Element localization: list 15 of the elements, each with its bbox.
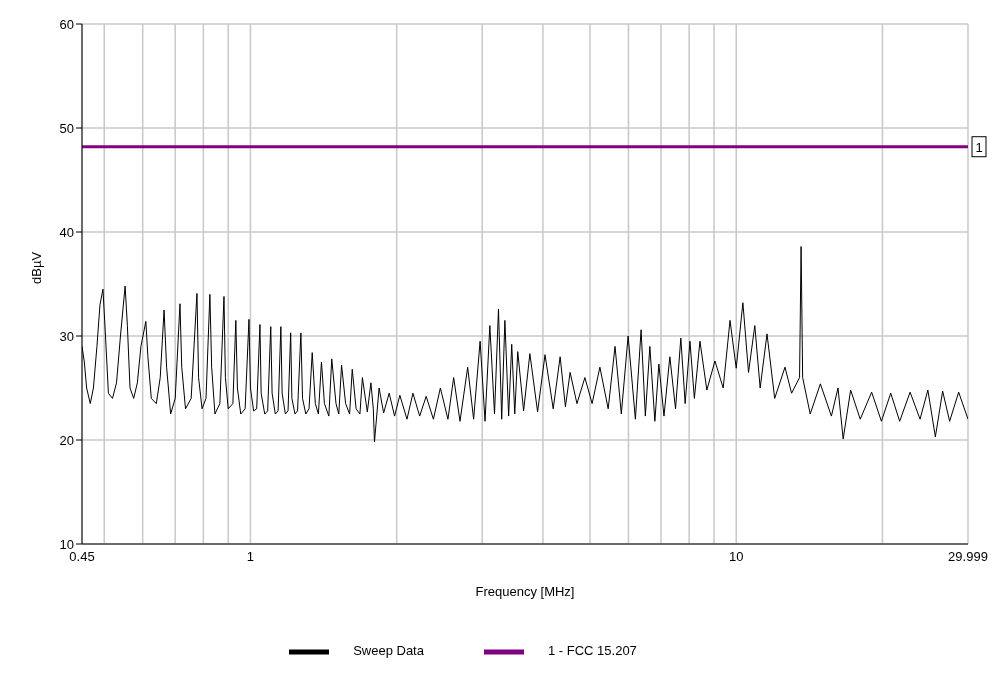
y-tick-label: 50 xyxy=(59,120,74,136)
x-axis-title: Frequency [MHz] xyxy=(475,584,575,599)
x-tick-label: 29.999 xyxy=(948,549,988,565)
y-tick-label: 10 xyxy=(59,536,74,552)
y-tick-label: 20 xyxy=(59,432,74,448)
annotation: 1 xyxy=(975,139,983,155)
y-axis-title: dBµV xyxy=(28,251,44,284)
legend-label: 1 - FCC 15.207 xyxy=(547,643,637,659)
x-tick-label: 1 xyxy=(246,549,255,565)
y-tick-label: 40 xyxy=(59,224,74,240)
legend-label: Sweep Data xyxy=(353,643,424,659)
x-tick-label: 10 xyxy=(729,549,744,565)
x-tick-label: 0.45 xyxy=(69,549,95,565)
y-tick-label: 60 xyxy=(59,16,74,32)
y-tick-label: 30 xyxy=(59,328,74,344)
